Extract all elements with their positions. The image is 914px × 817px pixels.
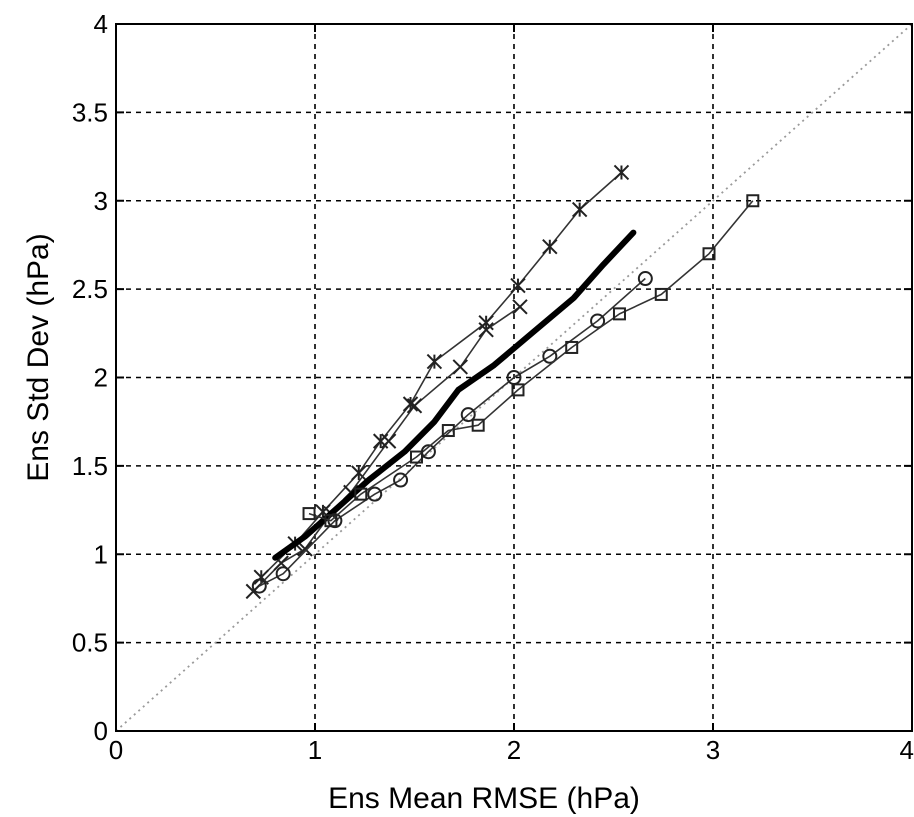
series-1-point-6 (406, 398, 423, 414)
y-tick-label-8: 4 (94, 9, 108, 39)
series-4-point-8 (612, 307, 626, 321)
series-4-point-0 (302, 507, 316, 521)
series-4-point-2 (354, 487, 368, 501)
series-0-point-8 (510, 277, 526, 294)
y-tick-label-2: 1 (94, 539, 108, 569)
series-1-point-7 (452, 359, 468, 375)
series-3-point-1 (275, 566, 291, 582)
series-4-point-4 (441, 424, 455, 438)
x-tick-labels: 0 1 2 3 4 (109, 735, 914, 765)
series-0-point-3 (351, 465, 367, 481)
y-tick-labels: 0 0.5 1 1.5 2 2.5 3 3.5 4 (72, 9, 108, 746)
series-4-point-1 (324, 514, 338, 528)
series-3-point-0 (251, 578, 267, 594)
x-tick-label-0: 0 (109, 735, 123, 765)
series-1-point-2 (297, 541, 313, 557)
series-3-point-6 (460, 407, 476, 423)
y-tick-label-3: 1.5 (72, 451, 108, 481)
x-tick-label-3: 3 (706, 735, 720, 765)
series-1-point-9 (512, 299, 528, 315)
series-1-point-8 (478, 322, 494, 338)
series-3-point-10 (637, 271, 653, 287)
y-axis-title: Ens Std Dev (hPa) (22, 233, 55, 481)
y-tick-label-6: 3 (94, 186, 108, 216)
x-tick-label-1: 1 (308, 735, 322, 765)
series-4-point-7 (565, 340, 579, 354)
x-tick-label-2: 2 (507, 735, 521, 765)
series-4-point-3 (409, 450, 423, 464)
y-tick-label-4: 2 (94, 363, 108, 393)
series-4-point-11 (746, 194, 760, 208)
series-3-point-9 (590, 313, 606, 329)
series-group (245, 164, 760, 600)
y-tick-label-1: 0.5 (72, 628, 108, 658)
series-0-point-6 (426, 353, 443, 370)
series-0-point-9 (542, 238, 558, 255)
series-0-point-10 (571, 201, 588, 218)
y-tick-label-5: 2.5 (72, 274, 108, 304)
series-4-point-5 (471, 418, 485, 432)
series-0-point-11 (613, 164, 630, 181)
series-3-point-3 (367, 486, 383, 502)
series-1-point-5 (380, 433, 397, 449)
series-4-point-9 (654, 287, 668, 301)
series-4-square (302, 194, 760, 528)
series-4-point-6 (511, 383, 525, 397)
x-tick-label-4: 4 (900, 735, 914, 765)
x-axis-title: Ens Mean RMSE (hPa) (328, 782, 640, 815)
series-1-point-0 (245, 583, 262, 600)
series-1-line (252, 306, 521, 592)
y-tick-label-7: 3.5 (72, 97, 108, 127)
y-tick-label-0: 0 (94, 716, 108, 746)
series-4-point-10 (702, 247, 716, 261)
axis-ticks (115, 23, 913, 732)
series-3-point-8 (542, 348, 558, 364)
series-3-point-4 (393, 472, 409, 488)
